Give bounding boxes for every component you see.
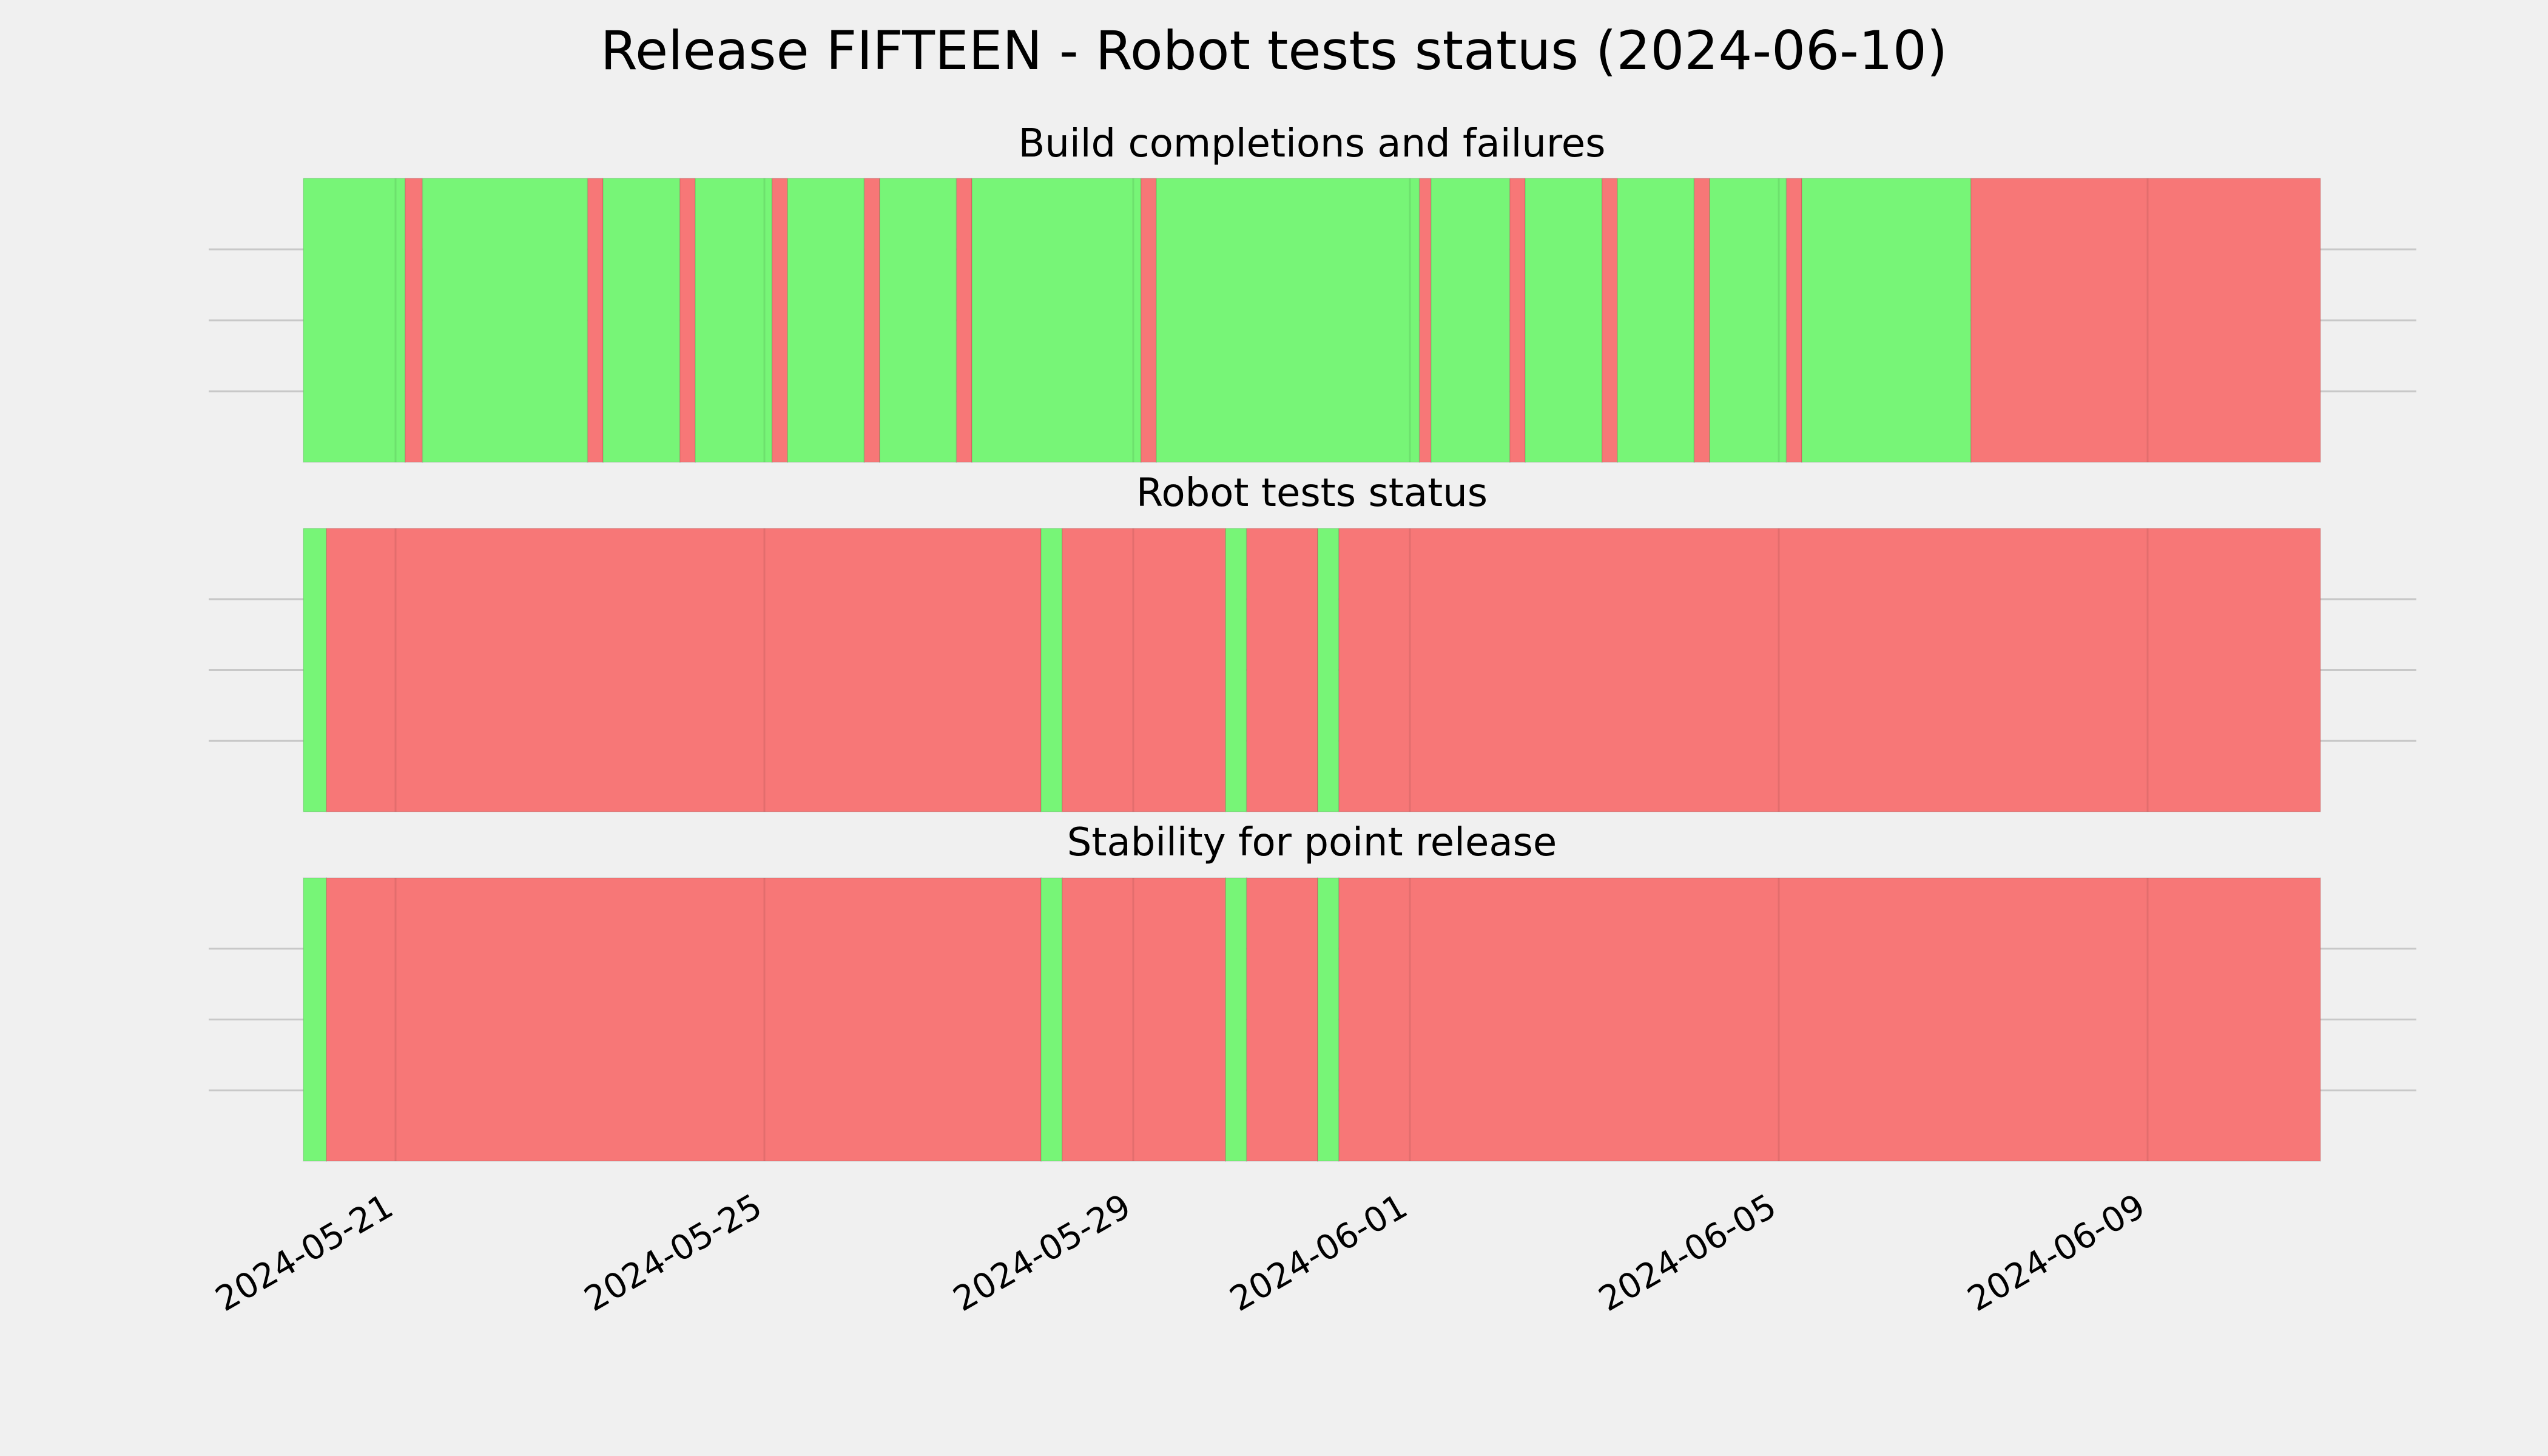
status-segment-pass [1040, 528, 1063, 812]
panel-title: Robot tests status [1136, 471, 1488, 516]
status-segment-pass [602, 178, 681, 463]
status-segment-fail [1061, 528, 1227, 812]
status-segment-fail [326, 877, 1042, 1162]
status-segment-fail [326, 528, 1042, 812]
status-segment-fail [771, 178, 788, 463]
status-segment-pass [1156, 178, 1420, 463]
x-tick-label: 2024-05-21 [209, 1187, 400, 1320]
status-segment-pass [1525, 178, 1603, 463]
status-segment-fail [1245, 528, 1318, 812]
status-segment-fail [1601, 178, 1619, 463]
panel-title: Stability for point release [1067, 820, 1557, 865]
x-tick-label: 2024-06-09 [1961, 1187, 2152, 1320]
status-segment-pass [879, 178, 957, 463]
status-segment-pass [422, 178, 588, 463]
status-segment-pass [303, 178, 406, 463]
chart-title: Release FIFTEEN - Robot tests status (20… [601, 19, 1947, 82]
panel: Stability for point release [209, 820, 2416, 1162]
status-segment-pass [1225, 528, 1247, 812]
status-segment-pass [303, 877, 327, 1162]
status-segment-pass [1801, 178, 1972, 463]
status-segment-pass [695, 178, 773, 463]
panel: Build completions and failures [209, 121, 2416, 463]
status-segment-fail [1338, 877, 2321, 1162]
status-segment-fail [1970, 178, 2322, 463]
status-segment-fail [1418, 178, 1432, 463]
status-segment-fail [863, 178, 880, 463]
panel-title: Build completions and failures [1019, 121, 1606, 166]
status-segment-fail [1785, 178, 1803, 463]
status-segment-fail [1140, 178, 1157, 463]
status-segment-fail [587, 178, 604, 463]
status-segment-pass [1617, 178, 1695, 463]
chart-panels: Build completions and failures Robot test… [209, 121, 2416, 1162]
status-segment-fail [1245, 877, 1318, 1162]
status-segment-pass [1225, 877, 1247, 1162]
status-segment-pass [1709, 178, 1787, 463]
x-tick-label: 2024-05-29 [947, 1187, 1138, 1320]
status-segment-pass [1040, 877, 1063, 1162]
status-segment-fail [679, 178, 696, 463]
status-segment-fail [956, 178, 972, 463]
x-axis: 2024-05-21 2024-05-25 2024-05-29 2024-06-01… [209, 1187, 2152, 1320]
status-segment-fail [1061, 877, 1227, 1162]
status-segment-pass [1317, 528, 1340, 812]
status-segment-fail [1693, 178, 1711, 463]
x-tick-label: 2024-05-25 [578, 1187, 769, 1320]
panel: Robot tests status [209, 471, 2416, 812]
status-segment-fail [1338, 528, 2321, 812]
x-tick-label: 2024-06-05 [1592, 1187, 1783, 1320]
status-segment-pass [1317, 877, 1340, 1162]
status-segment-pass [787, 178, 865, 463]
status-segment-pass [971, 178, 1142, 463]
status-segment-pass [303, 528, 327, 812]
x-tick-label: 2024-06-01 [1224, 1187, 1414, 1320]
status-segment-pass [1430, 178, 1511, 463]
status-segment-fail [1509, 178, 1526, 463]
status-segment-fail [404, 178, 423, 463]
